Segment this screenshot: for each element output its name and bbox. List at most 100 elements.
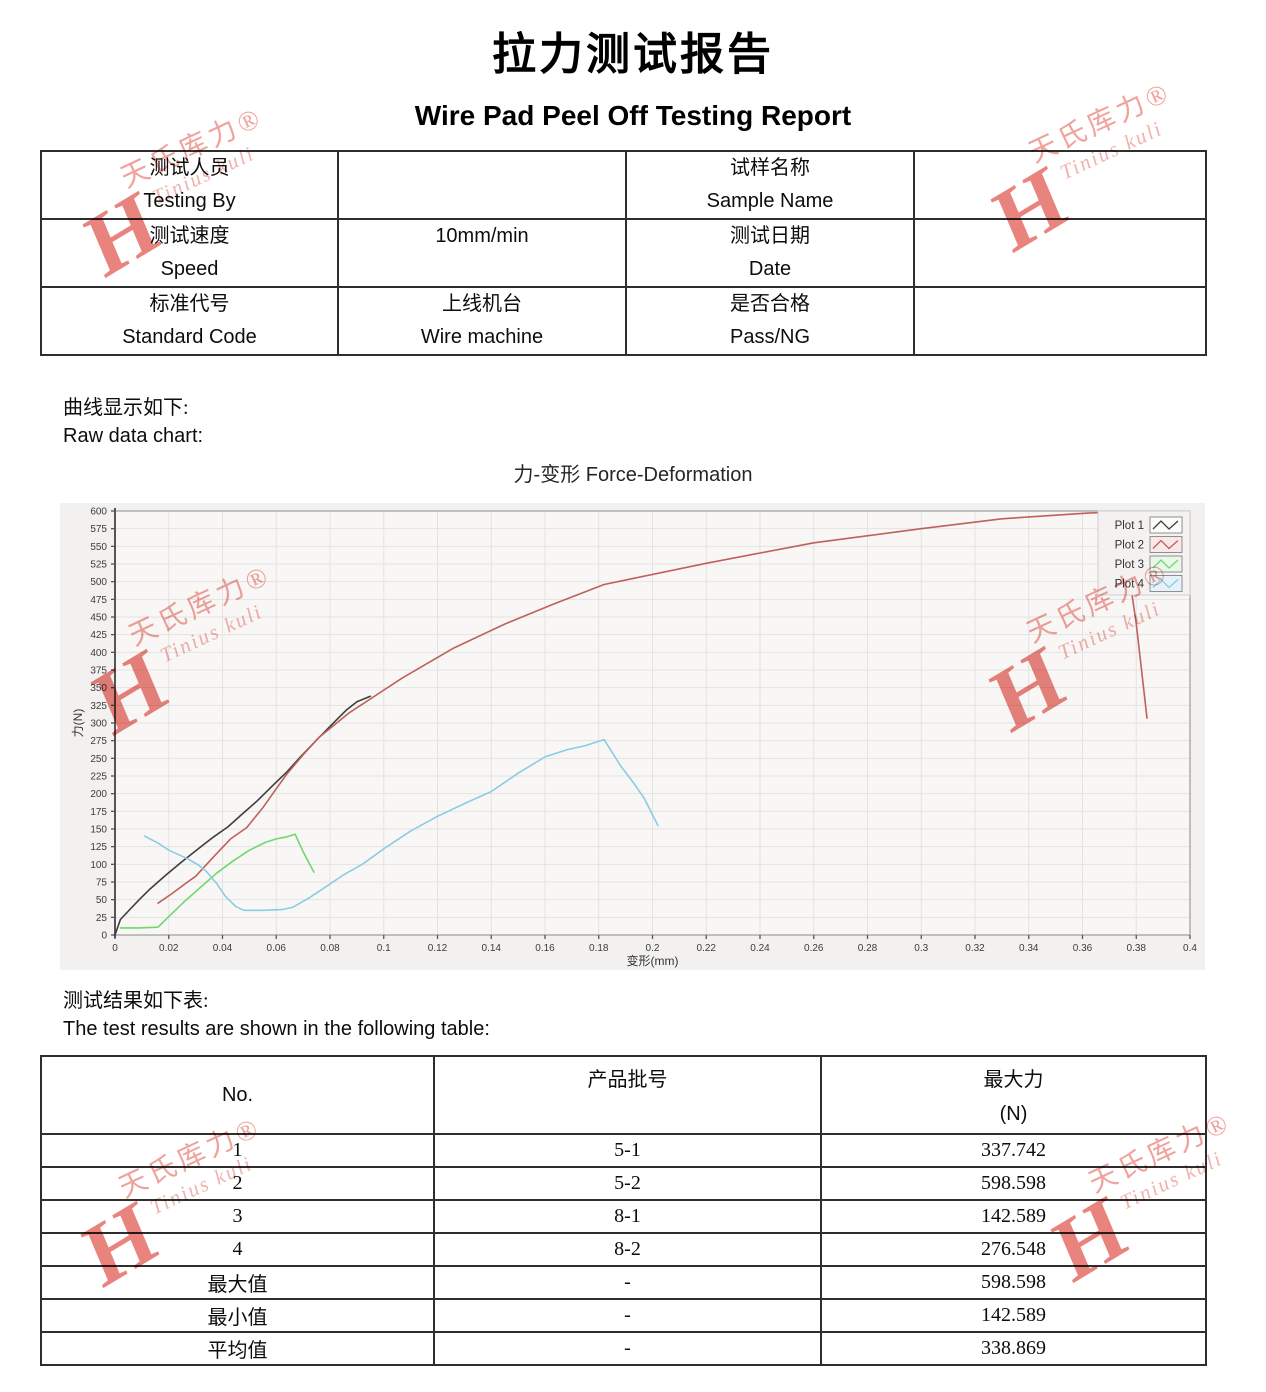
chart-title: 力-变形 Force-Deformation: [513, 464, 753, 486]
svg-text:450: 450: [90, 613, 107, 624]
svg-text:0.28: 0.28: [858, 943, 878, 954]
results-row: 2 5-2 598.598: [40, 1166, 1207, 1201]
legend-label: Plot 3: [1115, 559, 1144, 571]
result-batch-cell: -: [433, 1298, 822, 1333]
info-cell-line: 是否合格: [730, 293, 810, 315]
axis-ticks: [111, 510, 1191, 939]
svg-text:0.22: 0.22: [697, 943, 717, 954]
info-cell-line: 测试人员: [149, 157, 230, 179]
info-cell-line: 试样名称: [730, 157, 810, 179]
svg-text:0.34: 0.34: [1019, 943, 1039, 954]
svg-text:0.36: 0.36: [1073, 943, 1093, 954]
info-value-cell: 10mm/min: [337, 218, 627, 288]
info-row: 测试人员 Testing By 试样名称 Sample Name: [40, 150, 1207, 220]
svg-text:600: 600: [90, 507, 107, 518]
results-table-body: No. 产品批号 最大力 (N) 1 5-1 337.742 2 5-2 598.598 3 8-1…: [40, 1055, 1207, 1366]
info-cell-line: [915, 288, 1205, 321]
section-results-en: The test results are shown in the follow…: [63, 1018, 490, 1040]
legend-line-sample-icon: [1152, 520, 1179, 530]
info-cell-line: Sample Name: [706, 190, 834, 212]
info-cell-line: [339, 185, 625, 218]
series-plot-2: [157, 511, 1148, 904]
svg-text:0.14: 0.14: [482, 943, 502, 954]
info-cell-line: [915, 321, 1205, 354]
svg-text:0.1: 0.1: [377, 943, 391, 954]
result-no-cell: 最小值: [40, 1298, 435, 1333]
result-batch-cell: 5-1: [433, 1133, 822, 1168]
results-header-cell: No.: [40, 1055, 435, 1135]
result-batch-cell: -: [433, 1331, 822, 1366]
svg-text:275: 275: [90, 736, 107, 747]
svg-text:75: 75: [96, 878, 108, 889]
result-no-cell: 3: [40, 1199, 435, 1234]
svg-text:100: 100: [90, 860, 107, 871]
svg-text:0.24: 0.24: [750, 943, 770, 954]
svg-text:175: 175: [90, 807, 107, 818]
results-header-line: (N): [999, 1103, 1028, 1125]
result-maxforce-cell: 598.598: [820, 1166, 1207, 1201]
info-label-cell: 测试人员 Testing By: [40, 150, 339, 220]
results-row: 平均值 -338.869: [40, 1331, 1207, 1366]
info-value-cell: 上线机台 Wire machine: [337, 286, 627, 356]
info-label-cell: 测试速度 Speed: [40, 218, 339, 288]
section-curve-zh: 曲线显示如下:: [63, 397, 189, 419]
results-header-line: No.: [221, 1084, 254, 1106]
info-label-cell: 测试日期 Date: [625, 218, 915, 288]
svg-text:50: 50: [96, 895, 108, 906]
info-value-cell: [337, 150, 627, 220]
svg-text:150: 150: [90, 825, 107, 836]
legend-label: Plot 4: [1115, 579, 1145, 591]
svg-text:0.16: 0.16: [535, 943, 555, 954]
result-maxforce-cell: 338.869: [820, 1331, 1207, 1366]
results-header-cell: 最大力 (N): [820, 1055, 1207, 1135]
y-axis-title: 力(N): [71, 709, 85, 738]
info-row: 标准代号 Standard Code 上线机台 Wire machine 是否合格 Pas…: [40, 286, 1207, 356]
result-maxforce-cell: 142.589: [820, 1298, 1207, 1333]
svg-text:300: 300: [90, 719, 107, 730]
info-cell-line: 上线机台: [442, 293, 522, 315]
legend-label: Plot 2: [1115, 540, 1144, 552]
info-cell-line: [915, 152, 1205, 185]
svg-text:0.26: 0.26: [804, 943, 824, 954]
result-batch-cell: 8-1: [433, 1199, 822, 1234]
svg-text:0.12: 0.12: [428, 943, 448, 954]
svg-text:250: 250: [90, 754, 107, 765]
svg-text:550: 550: [90, 542, 107, 553]
result-no-cell: 平均值: [40, 1331, 435, 1366]
report-title-en: Wire Pad Peel Off Testing Report: [414, 100, 852, 131]
legend-label: Plot 1: [1115, 520, 1144, 532]
info-cell-line: Speed: [160, 258, 219, 280]
results-header-row: No. 产品批号 最大力 (N): [40, 1055, 1207, 1135]
svg-text:0.3: 0.3: [914, 943, 928, 954]
svg-text:0.02: 0.02: [159, 943, 179, 954]
results-row: 1 5-1 337.742: [40, 1133, 1207, 1168]
info-row: 测试速度 Speed 10mm/min 测试日期 Date: [40, 218, 1207, 288]
svg-text:0.08: 0.08: [320, 943, 340, 954]
section-curve-en: Raw data chart:: [63, 425, 204, 447]
legend-line-sample-icon: [1152, 559, 1179, 569]
results-row: 最小值 -142.589: [40, 1298, 1207, 1333]
info-table-body: 测试人员 Testing By 试样名称 Sample Name 测试速度 Speed…: [40, 150, 1207, 356]
result-maxforce-cell: 598.598: [820, 1265, 1207, 1300]
result-batch-cell: -: [433, 1265, 822, 1300]
info-cell-line: [339, 253, 625, 286]
svg-text:0.4: 0.4: [1183, 943, 1197, 954]
info-cell-line: Testing By: [143, 190, 236, 212]
report-title-zh: 拉力测试报告: [492, 30, 774, 79]
svg-text:0.32: 0.32: [965, 943, 985, 954]
results-row: 3 8-1 142.589: [40, 1199, 1207, 1234]
svg-text:400: 400: [90, 648, 107, 659]
info-value-cell: [913, 286, 1207, 356]
legend-swatch: [1149, 536, 1183, 553]
svg-text:0.2: 0.2: [646, 943, 660, 954]
info-label-cell: 是否合格 Pass/NG: [625, 286, 915, 356]
result-maxforce-cell: 337.742: [820, 1133, 1207, 1168]
svg-text:500: 500: [90, 577, 107, 588]
svg-text:525: 525: [90, 560, 107, 571]
info-cell-line: [915, 220, 1205, 253]
result-batch-cell: 8-2: [433, 1232, 822, 1267]
result-no-cell: 2: [40, 1166, 435, 1201]
legend-swatch: [1149, 555, 1183, 573]
svg-text:200: 200: [90, 789, 107, 800]
svg-text:225: 225: [90, 772, 107, 783]
